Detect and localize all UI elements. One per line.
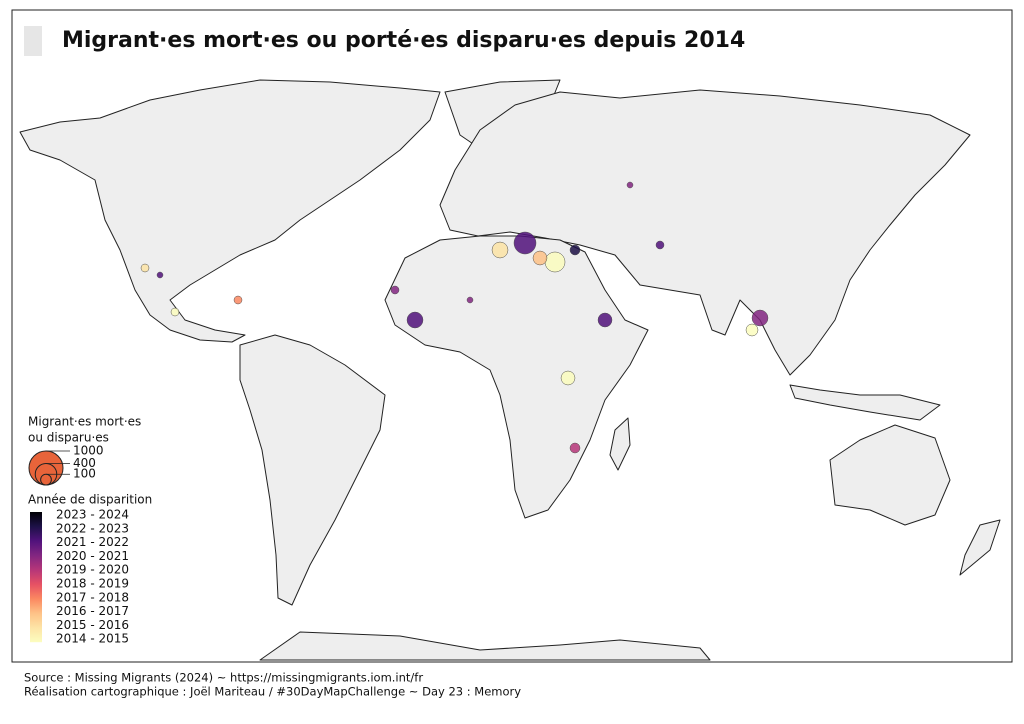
incident-dot [390, 285, 400, 295]
legend: Migrant·es mort·es ou disparu·es100040010… [28, 415, 152, 646]
australia [829, 424, 951, 526]
color-legend-label: 2020 - 2021 [56, 549, 129, 563]
new-zealand [959, 519, 1001, 576]
size-legend-circle [40, 473, 52, 486]
incident-dot [655, 240, 665, 250]
incident-dot [560, 370, 576, 386]
size-legend-title: ou disparu·es [28, 431, 109, 445]
map-title: Migrant·es mort·es ou porté·es disparu·e… [62, 28, 745, 53]
color-legend-label: 2021 - 2022 [56, 535, 129, 549]
incident-dot [466, 296, 474, 304]
color-legend-label: 2016 - 2017 [56, 604, 129, 618]
color-ramp [30, 512, 42, 643]
incident-dot [751, 309, 769, 327]
incident-dot [233, 295, 243, 305]
antarctica [259, 631, 711, 661]
africa [384, 235, 649, 519]
incident-dot [597, 312, 613, 328]
size-legend-label: 1000 [73, 444, 104, 458]
incident-dot [569, 442, 581, 454]
incident-dot [745, 323, 759, 337]
incident-dot [156, 271, 164, 279]
incident-dots [140, 181, 769, 454]
color-legend-label: 2017 - 2018 [56, 590, 129, 604]
color-legend-label: 2018 - 2019 [56, 577, 129, 591]
size-legend-label: 400 [73, 456, 96, 470]
incident-dot [626, 181, 634, 189]
land [19, 79, 1001, 661]
eurasia [439, 89, 971, 376]
incident-dot [513, 231, 537, 255]
south-america [239, 334, 386, 606]
size-legend-title: Migrant·es mort·es [28, 415, 141, 429]
color-legend-label: 2022 - 2023 [56, 521, 129, 535]
incident-dot [544, 251, 566, 273]
incident-dot [140, 263, 150, 273]
incident-dot [569, 244, 581, 256]
credit-line: Réalisation cartographique : Joël Marite… [24, 685, 521, 699]
color-legend-label: 2015 - 2016 [56, 618, 129, 632]
incident-dot [491, 241, 509, 259]
title-marker [24, 26, 42, 56]
color-legend-title: Année de disparition [28, 493, 152, 507]
incident-dot [170, 307, 180, 317]
color-legend-label: 2014 - 2015 [56, 632, 129, 646]
madagascar [609, 417, 631, 471]
incident-dot [532, 250, 548, 266]
size-legend-label: 100 [73, 467, 96, 481]
north-america [19, 79, 441, 343]
indonesia [789, 384, 941, 421]
source-line: Source : Missing Migrants (2024) ~ https… [24, 671, 423, 685]
color-legend-label: 2023 - 2024 [56, 508, 129, 522]
color-legend-label: 2019 - 2020 [56, 563, 129, 577]
incident-dot [406, 311, 424, 329]
